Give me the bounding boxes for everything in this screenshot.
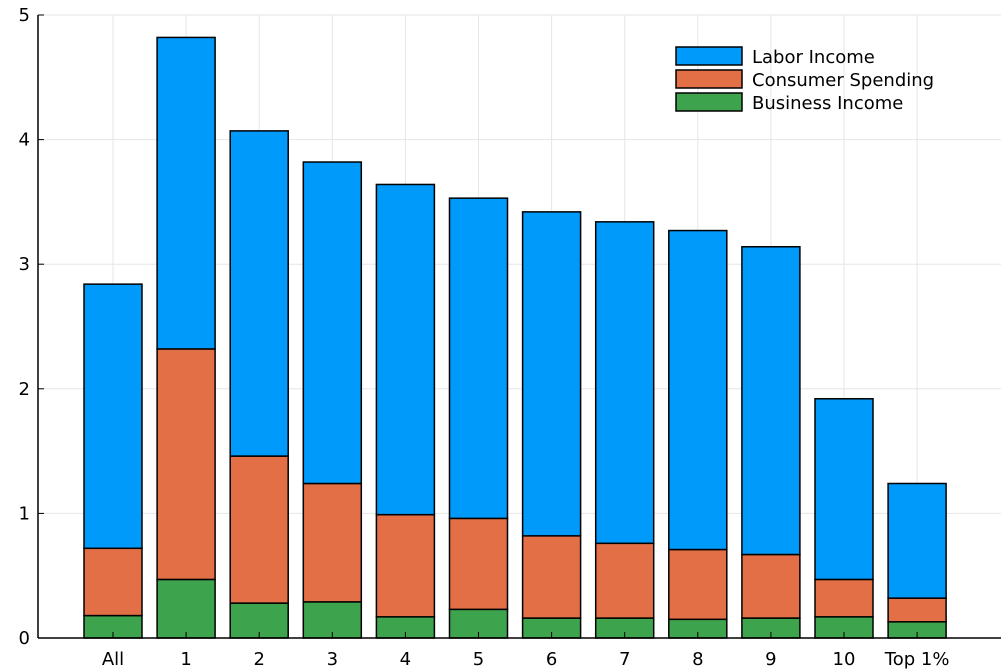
legend-label: Business Income — [752, 93, 903, 114]
bar-segment-labor-income — [302, 161, 363, 485]
legend-swatch — [675, 92, 743, 112]
x-tick-label: Top 1% — [884, 649, 950, 669]
y-tick-label: 5 — [19, 5, 30, 26]
bar-segment-labor-income — [741, 246, 801, 556]
x-tick-label: 3 — [327, 649, 338, 669]
x-tick-label: 10 — [833, 649, 856, 669]
bar-segment-consumer-spending — [668, 548, 728, 621]
x-tick-label: 4 — [400, 649, 411, 669]
bar-segment-consumer-spending — [448, 517, 509, 611]
bar-segment-business-income — [156, 578, 216, 639]
bar-segment-labor-income — [156, 36, 216, 350]
legend-label: Consumer Spending — [752, 70, 934, 91]
bar-segment-labor-income — [83, 283, 143, 550]
bar-segment-labor-income — [814, 398, 874, 581]
x-tick-label: 6 — [546, 649, 557, 669]
bar-segment-consumer-spending — [375, 513, 436, 618]
bar-segment-consumer-spending — [83, 547, 143, 617]
bar-segment-consumer-spending — [302, 482, 363, 603]
y-tick-label: 4 — [19, 130, 30, 151]
bar-segment-consumer-spending — [741, 553, 801, 619]
bar-segment-labor-income — [229, 130, 289, 457]
bar-segment-labor-income — [887, 482, 947, 599]
y-tick-label: 2 — [19, 379, 30, 400]
y-tick-label: 0 — [19, 628, 30, 649]
x-tick-label: 1 — [180, 649, 191, 669]
x-tick-label: 2 — [253, 649, 264, 669]
y-tick-label: 3 — [19, 254, 30, 275]
bar-segment-labor-income — [594, 221, 655, 545]
bar-segment-consumer-spending — [594, 542, 655, 619]
x-tick-label: 7 — [619, 649, 630, 669]
legend-label: Labor Income — [752, 47, 875, 68]
bar-segment-labor-income — [521, 211, 582, 537]
bar-segment-labor-income — [375, 183, 436, 516]
axes — [37, 15, 1001, 639]
x-tick-label: 9 — [765, 649, 776, 669]
bar-segment-consumer-spending — [814, 578, 874, 618]
bar-segment-labor-income — [448, 197, 509, 520]
bar-segment-consumer-spending — [229, 455, 289, 604]
legend-swatch — [675, 46, 743, 66]
bar-segment-consumer-spending — [887, 597, 947, 623]
tick-labels: 0 1 2 3 4 5 All 1 2 3 4 5 6 7 8 9 10 Top 1% — [19, 5, 950, 669]
y-tick-label: 1 — [19, 503, 30, 524]
legend-swatch — [675, 69, 743, 89]
x-tick-label: 5 — [473, 649, 484, 669]
bars — [83, 36, 947, 639]
bar-segment-labor-income — [668, 229, 728, 551]
bar-segment-consumer-spending — [156, 348, 216, 581]
x-tick-label: 8 — [692, 649, 703, 669]
bar-segment-consumer-spending — [521, 535, 582, 619]
x-tick-label: All — [102, 649, 124, 669]
